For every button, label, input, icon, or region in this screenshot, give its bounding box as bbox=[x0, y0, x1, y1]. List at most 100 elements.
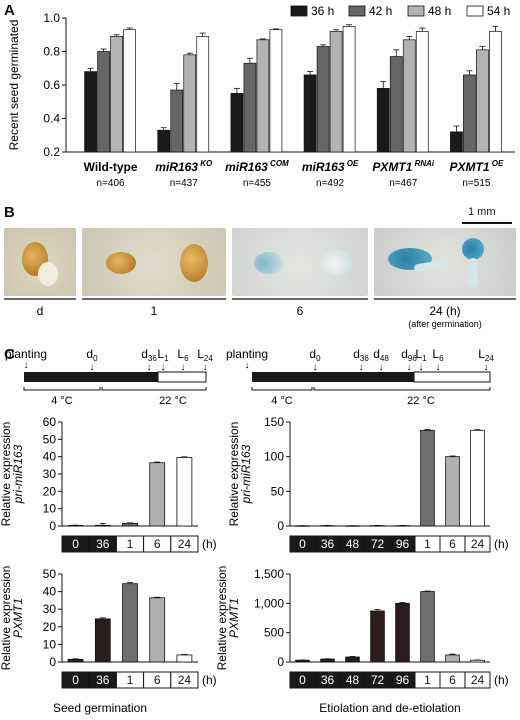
timeline-marker-label: L24 bbox=[197, 347, 213, 363]
time-cell-label: 0 bbox=[72, 673, 79, 687]
y-tick-label: 0 bbox=[277, 519, 284, 533]
timeline-marker-label: d96 bbox=[401, 347, 417, 363]
legend-swatch bbox=[348, 5, 366, 17]
time-cell-label: 96 bbox=[396, 537, 410, 551]
bar bbox=[94, 618, 111, 663]
group-label: 6 bbox=[297, 304, 304, 318]
bar bbox=[415, 31, 429, 153]
y-tick-label: 10 bbox=[43, 502, 57, 516]
y-tick-label: 150 bbox=[264, 415, 284, 429]
y-tick-label: 30 bbox=[43, 602, 57, 616]
timeline-arrow: ↓ bbox=[24, 360, 29, 371]
germination-chart: 36 h 42 h 48 h 54 h 0.2 0.4 0.6 0.8 1.0 Recent se… bbox=[7, 4, 515, 189]
time-cell-label: 6 bbox=[154, 673, 161, 687]
photo-group-labels: d 1 6 24 (h)(after germination) bbox=[4, 298, 516, 329]
timeline-marker-label: L6 bbox=[432, 347, 444, 363]
y-tick-label: 0.4 bbox=[43, 112, 60, 126]
timeline-arrow: ↓ bbox=[245, 360, 250, 371]
time-cell-label: 24 bbox=[178, 673, 192, 687]
timeline-light-segment bbox=[413, 371, 491, 383]
bar bbox=[370, 610, 385, 663]
time-unit-label: (h) bbox=[494, 537, 509, 551]
panel-label-c: C bbox=[4, 346, 15, 363]
bar bbox=[256, 39, 270, 153]
y-tick-label: 40 bbox=[43, 450, 57, 464]
seedling-photo-24h bbox=[374, 228, 516, 296]
y-axis-gene-label: PXMT1 bbox=[11, 598, 25, 638]
time-cell-label: 24 bbox=[471, 537, 485, 551]
y-tick-label: 60 bbox=[43, 415, 57, 429]
time-cell-label: 36 bbox=[96, 673, 110, 687]
y-tick-label: 10 bbox=[43, 637, 57, 651]
timeline-marker-label: L24 bbox=[478, 347, 494, 363]
timeline-arrow: ↓ bbox=[161, 362, 166, 373]
time-cell-label: 48 bbox=[346, 537, 360, 551]
time-cell-label: 24 bbox=[471, 673, 485, 687]
timeline-arrow: ↓ bbox=[147, 362, 152, 373]
bar bbox=[157, 129, 171, 153]
time-unit-label: (h) bbox=[202, 673, 217, 687]
sample-size-label: n=492 bbox=[316, 178, 345, 189]
group-label: d bbox=[37, 304, 44, 318]
timeline-arrow: ↓ bbox=[181, 362, 186, 373]
y-tick-label: 30 bbox=[43, 467, 57, 481]
bar bbox=[463, 74, 476, 153]
bar bbox=[97, 51, 110, 153]
bar bbox=[320, 658, 335, 663]
sample-size-label: n=455 bbox=[243, 178, 272, 189]
y-axis-label: Relative expression bbox=[0, 422, 13, 527]
bar bbox=[170, 89, 184, 153]
bar bbox=[445, 456, 460, 527]
bar bbox=[149, 462, 166, 527]
bar bbox=[489, 31, 502, 153]
timeline-arrow: ↓ bbox=[484, 362, 489, 373]
y-tick-label: 0 bbox=[49, 655, 56, 669]
category-label: miR163 OE bbox=[302, 159, 359, 174]
bar bbox=[149, 597, 166, 663]
legend-swatch bbox=[466, 5, 484, 17]
timeline-marker-label: d36 bbox=[141, 347, 157, 363]
legend-label: 48 h bbox=[428, 4, 451, 18]
time-unit-label: (h) bbox=[494, 673, 509, 687]
bar bbox=[122, 523, 138, 527]
bar bbox=[110, 36, 123, 153]
legend-label: 42 h bbox=[369, 4, 392, 18]
bar bbox=[445, 654, 460, 663]
footer-right-label: Etiolation and de-etiolation bbox=[319, 701, 460, 715]
y-tick-label: 1.0 bbox=[43, 11, 60, 25]
bar bbox=[230, 93, 244, 153]
bar bbox=[316, 46, 330, 153]
seedling-photo-6h bbox=[232, 228, 368, 296]
bar bbox=[476, 49, 489, 153]
y-tick-label: 20 bbox=[43, 620, 57, 634]
bar bbox=[395, 602, 410, 663]
bar bbox=[320, 525, 335, 527]
time-cell-label: 1 bbox=[127, 537, 134, 551]
time-cell-label: 6 bbox=[449, 673, 456, 687]
sample-size-label: n=467 bbox=[389, 178, 418, 189]
bar bbox=[295, 659, 310, 663]
timeline-arrow: ↓ bbox=[379, 362, 384, 373]
y-tick-label: 0 bbox=[277, 655, 284, 669]
timeline-marker-label: d0 bbox=[309, 347, 321, 363]
scale-bar bbox=[462, 222, 512, 224]
category-label: Wild-type bbox=[84, 160, 138, 174]
bar bbox=[329, 31, 343, 153]
time-cell-label: 1 bbox=[127, 673, 134, 687]
legend-swatch bbox=[407, 5, 425, 17]
y-tick-label: 100 bbox=[264, 450, 284, 464]
y-tick-label: 20 bbox=[43, 484, 57, 498]
timeline-arrow: ↓ bbox=[313, 362, 318, 373]
bar bbox=[420, 429, 435, 527]
temp-cold-label: 4 °C bbox=[271, 395, 293, 407]
bar bbox=[269, 29, 283, 153]
category-label: PXMT1 RNAi bbox=[372, 159, 435, 174]
y-tick-label: 40 bbox=[43, 585, 57, 599]
y-axis-label: Relative expression bbox=[0, 566, 13, 671]
time-cell bbox=[170, 671, 199, 689]
temp-bracket-cold bbox=[23, 387, 101, 391]
timeline-marker-label: d36 bbox=[353, 347, 369, 363]
timeline-planting-label: planting bbox=[226, 347, 268, 361]
time-cell bbox=[170, 535, 199, 553]
